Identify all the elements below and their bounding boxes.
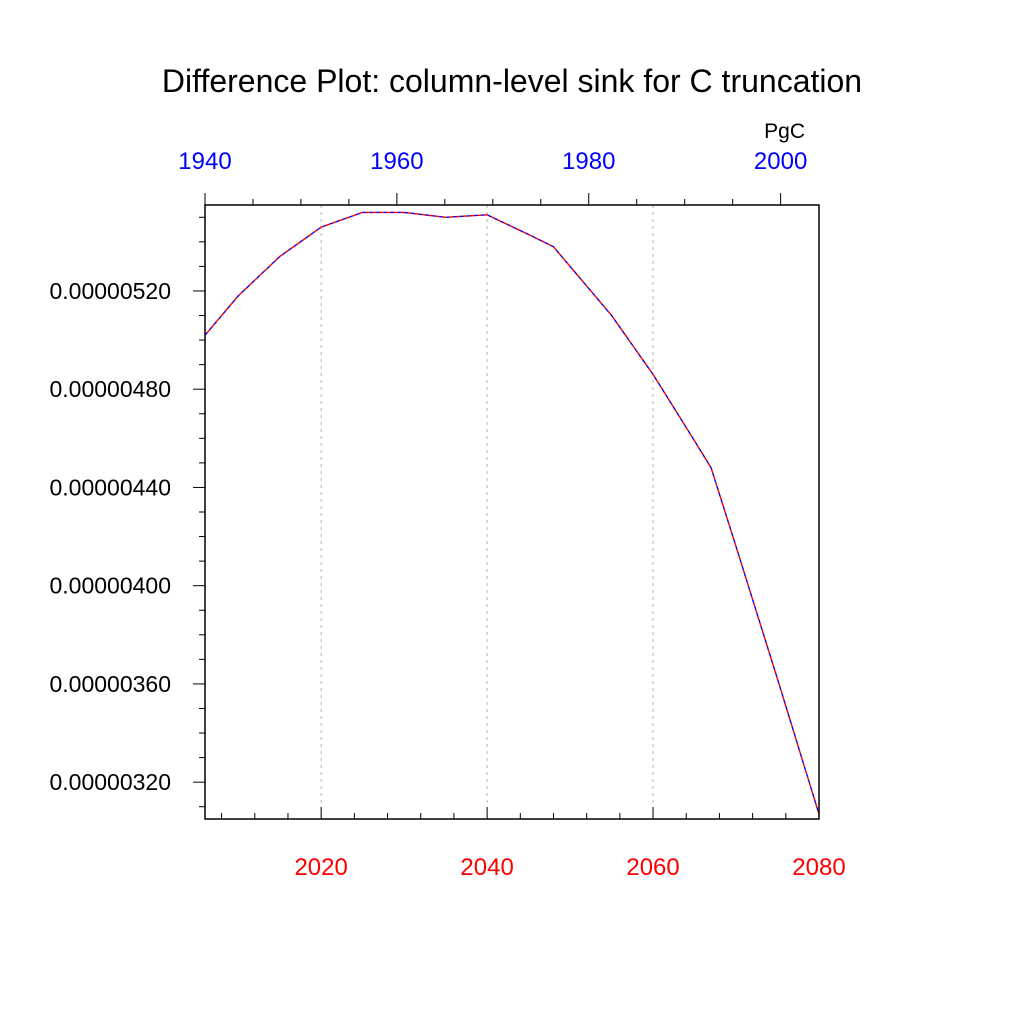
units-label: PgC	[764, 120, 805, 143]
x-bottom-tick-label: 2080	[792, 854, 845, 881]
y-tick-label: 0.00000360	[49, 671, 171, 697]
plot-frame	[204, 204, 820, 820]
series-line	[204, 211, 820, 815]
series-lines	[204, 211, 820, 815]
y-tick-label: 0.00000400	[49, 573, 171, 599]
x-bottom-tick-label: 2020	[294, 854, 347, 881]
y-tick-label: 0.00000520	[49, 278, 171, 304]
series-line	[204, 211, 820, 815]
x-bottom-tick-label: 2040	[460, 854, 513, 881]
y-tick-label: 0.00000480	[49, 376, 171, 402]
x-top-tick-label: 1940	[178, 148, 231, 175]
axes: 2020 2040 2060 2080 1940 1960 1980 2000 0.000003…	[49, 148, 845, 881]
x-bottom-tick-label: 2060	[626, 854, 679, 881]
x-top-tick-label: 2000	[754, 148, 807, 175]
x-top-tick-label: 1980	[562, 148, 615, 175]
chart-title: Difference Plot: column-level sink for C…	[162, 63, 862, 99]
x-top-tick-label: 1960	[370, 148, 423, 175]
y-tick-label: 0.00000320	[49, 769, 171, 795]
y-tick-label: 0.00000440	[49, 474, 171, 500]
grid-lines	[320, 205, 654, 819]
